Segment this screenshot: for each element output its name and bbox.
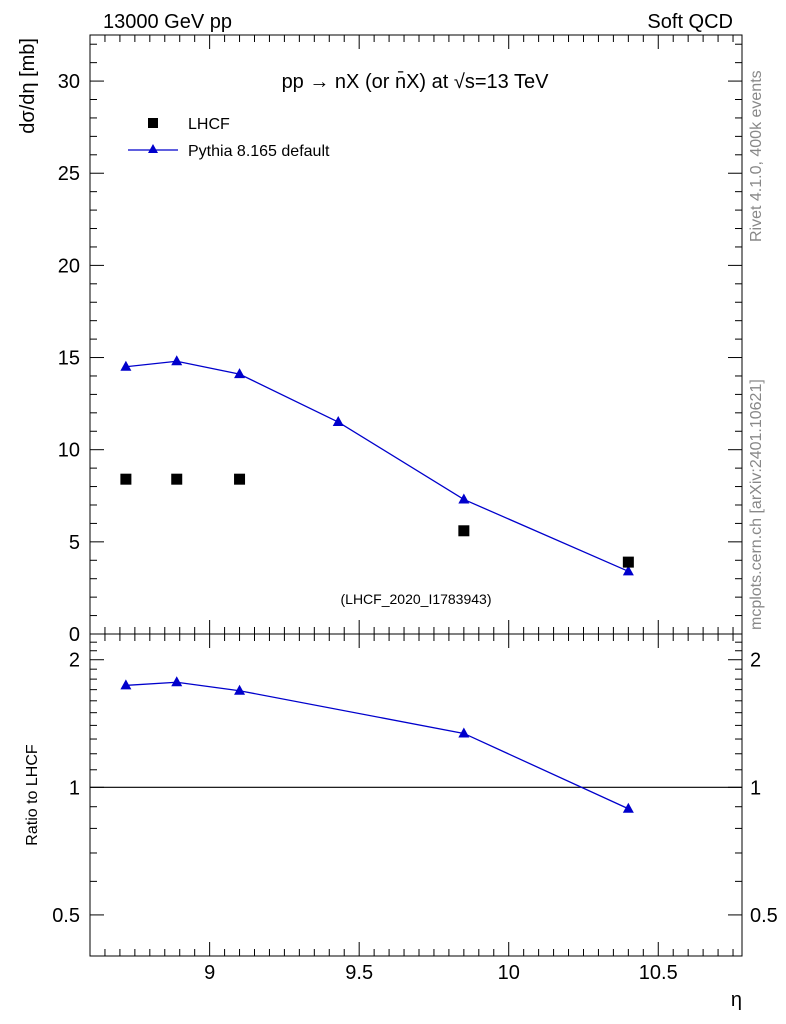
ratio-point xyxy=(120,679,132,690)
y-tick-label: 30 xyxy=(58,71,80,93)
lhcf-point xyxy=(622,556,634,568)
plot-title: pp → nX (or n̄X) at √s=13 TeV xyxy=(282,70,550,93)
y-tick-label: 0 xyxy=(69,624,80,646)
x-tick-label: 10 xyxy=(498,962,520,984)
y-tick-label: 15 xyxy=(58,348,80,370)
x-tick-label: 9 xyxy=(204,962,215,984)
pythia-point xyxy=(332,416,344,427)
ratio-y-axis-label: Ratio to LHCF xyxy=(24,744,41,846)
ratio-y-tick-label-right: 1 xyxy=(750,777,761,799)
ratio-point xyxy=(171,676,183,687)
y-tick-label: 25 xyxy=(58,163,80,185)
legend-pythia-label: Pythia 8.165 default xyxy=(188,143,330,160)
ratio-point xyxy=(234,684,246,695)
ratio-y-tick-label: 0.5 xyxy=(52,905,80,927)
analysis-id-label: (LHCF_2020_I1783943) xyxy=(341,591,492,607)
pythia-point xyxy=(458,493,470,504)
axis-ticks xyxy=(89,35,742,957)
y-tick-label: 5 xyxy=(69,532,80,554)
lhcf-point xyxy=(234,473,246,485)
x-tick-label: 10.5 xyxy=(639,962,678,984)
rivet-version-label: Rivet 4.1.0, 400k events xyxy=(748,70,765,242)
legend-pythia-marker xyxy=(148,144,158,153)
x-tick-labels: 9 9.5 10 10.5 xyxy=(204,962,678,984)
ratio-line xyxy=(125,681,629,810)
lhcf-point xyxy=(458,525,470,537)
ratio-y-tick-label: 1 xyxy=(69,777,80,799)
ratio-point xyxy=(458,727,470,738)
legend: LHCF Pythia 8.165 default xyxy=(128,116,330,160)
legend-lhcf-label: LHCF xyxy=(188,116,230,133)
ratio-y-tick-label-right: 0.5 xyxy=(750,905,778,927)
legend-lhcf-marker xyxy=(148,118,158,128)
lhcf-point xyxy=(171,473,183,485)
header-process-label: Soft QCD xyxy=(647,11,733,33)
ratio-point xyxy=(622,802,634,813)
lhcf-point xyxy=(120,473,132,485)
mcplots-reference-label: mcplots.cern.ch [arXiv:2401.10621] xyxy=(748,379,765,630)
x-axis-label: η xyxy=(731,989,742,1011)
y-tick-label: 20 xyxy=(58,255,80,277)
pythia-point xyxy=(171,355,183,366)
y-tick-label: 10 xyxy=(58,440,80,462)
pythia-point xyxy=(622,565,634,576)
ratio-panel-frame xyxy=(89,633,743,957)
pythia-point xyxy=(120,360,132,371)
x-tick-label: 9.5 xyxy=(345,962,373,984)
header-energy-label: 13000 GeV pp xyxy=(103,11,232,33)
pythia-point xyxy=(234,368,246,379)
ratio-y-tick-label: 2 xyxy=(69,650,80,672)
data-layer xyxy=(90,355,742,813)
pythia-line xyxy=(125,360,629,572)
ratio-y-tick-label-right: 2 xyxy=(750,650,761,672)
y-tick-labels: 0 5 10 15 20 25 30 0.5 0.5 1 1 2 2 xyxy=(52,71,778,927)
y-axis-label: dσ/dη [mb] xyxy=(17,38,39,134)
